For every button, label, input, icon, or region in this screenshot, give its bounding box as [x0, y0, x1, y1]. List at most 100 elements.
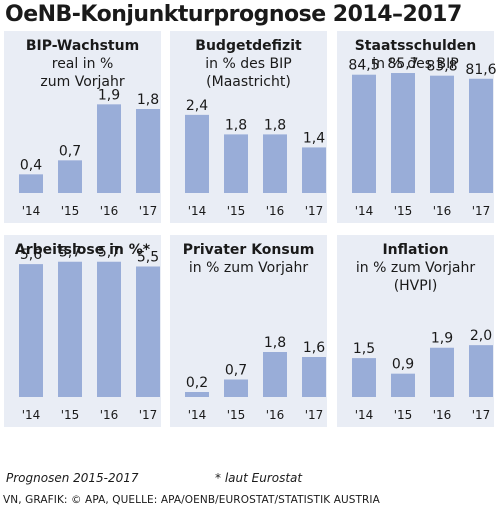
bar	[352, 358, 376, 397]
panel-title-line: real in %	[51, 56, 114, 72]
x-tick-label: '17	[305, 408, 324, 422]
bar	[185, 392, 209, 397]
bar-chart: 1,5 '14 0,9 '15 1,9 '16 2,0 '17	[352, 328, 493, 422]
x-tick-label: '17	[139, 408, 158, 422]
panel-title-line: Privater Konsum	[182, 242, 315, 258]
data-label: 0,4	[20, 157, 42, 173]
panel-title-line: in % zum Vorjahr	[355, 260, 476, 276]
x-tick-label: '16	[433, 408, 452, 422]
panel-arbeitslose: Arbeitslose in %* 5,6 '14 5,7 '15 5,7 '16 5,5 '…	[4, 235, 161, 427]
data-label: 5,5	[137, 249, 159, 265]
data-label: 1,4	[303, 130, 325, 146]
bar	[302, 357, 326, 397]
x-tick-label: '16	[266, 408, 285, 422]
panel-budgetdefizit: Budgetdefizit in % des BIP (Maastricht) …	[170, 31, 327, 223]
bar	[185, 114, 209, 193]
data-label: 2,0	[470, 328, 492, 344]
bar	[469, 78, 493, 193]
x-tick-label: '17	[472, 408, 491, 422]
bar	[391, 373, 415, 397]
bar	[136, 109, 160, 193]
footnote-eurostat: * laut Eurostat	[215, 471, 303, 485]
panel-title-line: in % des BIP	[205, 56, 292, 72]
bar	[19, 174, 43, 193]
x-tick-label: '14	[188, 408, 207, 422]
x-tick-label: '16	[433, 204, 452, 218]
panel-title-line: (Maastricht)	[206, 74, 291, 90]
data-label: 1,5	[353, 341, 375, 357]
x-tick-label: '15	[394, 204, 413, 218]
panel-title: Privater Konsum in % zum Vorjahr	[170, 241, 327, 277]
data-label: 83,8	[426, 59, 457, 75]
x-tick-label: '14	[188, 204, 207, 218]
data-label: 81,6	[465, 62, 496, 78]
data-label: 1,9	[431, 331, 453, 347]
panel-inflation: Inflation in % zum Vorjahr (HVPI) 1,5 '14…	[337, 235, 494, 427]
x-tick-label: '15	[394, 408, 413, 422]
x-tick-label: '15	[61, 408, 80, 422]
bar-chart: 0,4 '14 0,7 '15 1,9 '16 1,8 '17	[19, 87, 160, 218]
x-tick-label: '17	[472, 204, 491, 218]
data-label: 5,7	[59, 245, 81, 261]
bar-chart: 2,4 '14 1,8 '15 1,8 '16 1,4 '17	[185, 98, 326, 218]
panel-title: Staatsschulden in % des BIP	[337, 37, 494, 73]
panel-title-line: zum Vorjahr	[40, 74, 125, 90]
bar	[58, 160, 82, 193]
x-tick-label: '14	[22, 204, 41, 218]
bar	[352, 74, 376, 193]
x-tick-label: '16	[100, 204, 119, 218]
panel-title: Budgetdefizit in % des BIP (Maastricht)	[170, 37, 327, 91]
data-label: 5,6	[20, 247, 42, 263]
panel-bip-wachstum: BIP-Wachstum real in % zum Vorjahr 0,4 '1…	[4, 31, 161, 223]
data-label: 0,7	[225, 363, 247, 379]
bar	[263, 134, 287, 193]
data-label: 1,6	[303, 340, 325, 356]
x-tick-label: '16	[100, 408, 119, 422]
x-tick-label: '17	[139, 204, 158, 218]
bar	[302, 147, 326, 193]
bar	[430, 347, 454, 397]
bar-chart: 0,2 '14 0,7 '15 1,8 '16 1,6 '17	[185, 335, 326, 422]
x-tick-label: '15	[227, 204, 246, 218]
data-label: 1,8	[137, 92, 159, 108]
panel-title-line: in % des BIP	[372, 56, 459, 72]
bar	[97, 104, 121, 193]
bar	[97, 261, 121, 397]
panel-title-line: BIP-Wachstum	[25, 38, 140, 54]
panel-privater-konsum: Privater Konsum in % zum Vorjahr 0,2'14 0…	[170, 235, 327, 427]
panel-staatsschulden: Staatsschulden in % des BIP 84,5 '14 85,7 '…	[337, 31, 497, 223]
data-label: 1,9	[98, 87, 120, 103]
data-label: 5,7	[98, 245, 120, 261]
data-label: 85,7	[387, 56, 418, 72]
data-label: 1,8	[264, 335, 286, 351]
bar	[19, 264, 43, 397]
data-label: 84,5	[348, 58, 379, 74]
panel-title: Arbeitslose in %*	[4, 241, 161, 259]
x-tick-label: '14	[355, 408, 374, 422]
bar	[224, 134, 248, 193]
bar	[391, 73, 415, 193]
x-tick-label: '16	[266, 204, 285, 218]
data-label: 0,9	[392, 357, 414, 373]
data-label: 1,8	[264, 117, 286, 133]
panel-title-line: in % zum Vorjahr	[188, 260, 309, 276]
data-label: 2,4	[186, 98, 208, 114]
footnote-prognosen: Prognosen 2015-2017	[6, 471, 139, 485]
data-label: 1,8	[225, 117, 247, 133]
panel-title-line: Inflation	[382, 242, 449, 258]
x-tick-label: '17	[305, 204, 324, 218]
panel-title: Inflation in % zum Vorjahr (HVPI)	[337, 241, 494, 295]
panel-title-line: Staatsschulden	[354, 38, 477, 54]
bar	[224, 379, 248, 397]
panel-title: BIP-Wachstum real in % zum Vorjahr	[4, 37, 161, 91]
x-tick-label: '14	[355, 204, 374, 218]
bar-chart: 5,6 '14 5,7 '15 5,7 '16 5,5 '17	[19, 245, 160, 422]
source-credit: VN, GRAFIK: © APA, QUELLE: APA/OENB/EURO…	[3, 494, 380, 506]
bar	[430, 75, 454, 193]
bar-chart: 84,5 '14 85,7 '15 83,8 '16 81,6 '17	[348, 56, 496, 218]
bar	[263, 352, 287, 397]
x-tick-label: '15	[227, 408, 246, 422]
x-tick-label: '14	[22, 408, 41, 422]
bar	[58, 261, 82, 397]
panel-title-line: (HVPI)	[393, 278, 438, 294]
